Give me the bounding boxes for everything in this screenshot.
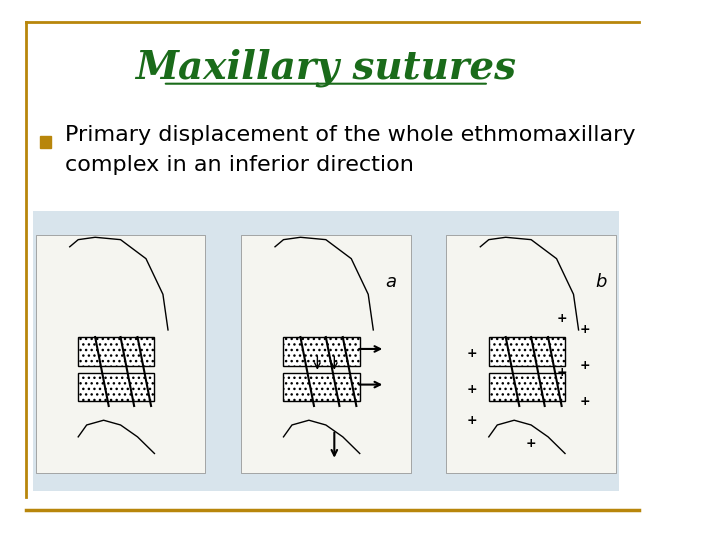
Text: complex in an inferior direction: complex in an inferior direction: [66, 154, 414, 175]
Bar: [284, 373, 360, 401]
Text: +: +: [467, 414, 477, 427]
Text: b: b: [595, 273, 607, 292]
Bar: [284, 337, 360, 366]
Text: Primary displacement of the whole ethmomaxillary: Primary displacement of the whole ethmom…: [66, 125, 636, 145]
Bar: [241, 235, 410, 472]
Text: +: +: [557, 312, 567, 325]
Text: +: +: [467, 383, 477, 396]
Text: +: +: [467, 347, 477, 360]
Text: +: +: [526, 437, 536, 450]
Text: +: +: [580, 323, 590, 336]
Text: +: +: [557, 366, 567, 379]
Text: +: +: [580, 395, 590, 408]
Bar: [446, 235, 616, 472]
Text: Maxillary sutures: Maxillary sutures: [135, 48, 516, 87]
FancyBboxPatch shape: [32, 211, 619, 491]
Text: a: a: [385, 273, 396, 292]
Bar: [36, 235, 205, 472]
Bar: [489, 373, 565, 401]
Bar: [489, 337, 565, 366]
Bar: [78, 337, 155, 366]
Text: +: +: [580, 359, 590, 372]
Bar: [78, 373, 155, 401]
Bar: [40, 136, 52, 148]
